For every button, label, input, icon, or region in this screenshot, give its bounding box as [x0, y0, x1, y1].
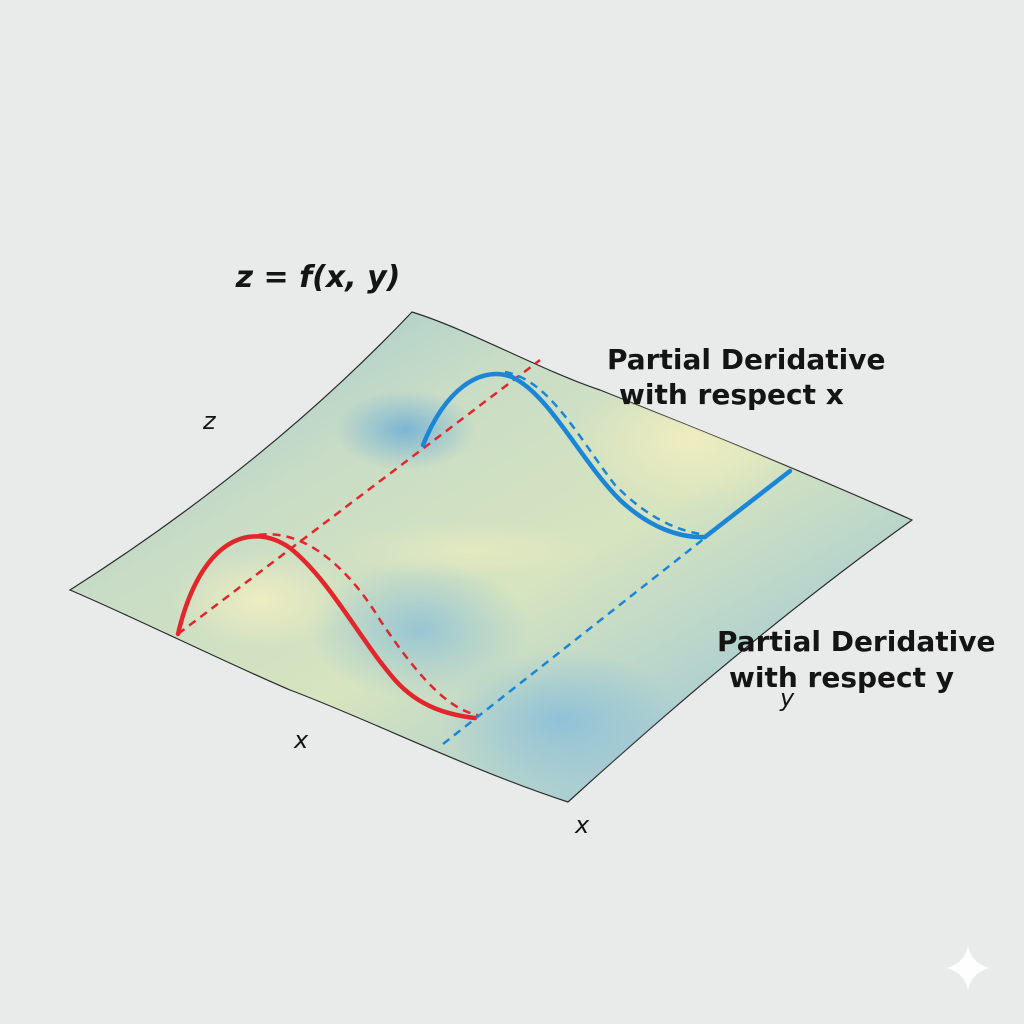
x-axis-label-bottom: x — [574, 811, 590, 839]
surface-shade — [440, 650, 680, 790]
partial-x-label-line1: Partial Deridative — [607, 343, 886, 376]
sparkle-icon — [946, 946, 990, 990]
surface — [68, 311, 914, 803]
blue-solid-edge — [702, 468, 793, 540]
partial-x-label-line2: with respect x — [619, 378, 844, 411]
surface-shade — [335, 390, 475, 470]
z-axis-label: z — [202, 407, 217, 435]
red-dashed-curve — [244, 533, 479, 717]
partial-x-trace — [175, 359, 541, 721]
x-axis-label-left: x — [293, 726, 309, 754]
blue-dashed-curve — [504, 370, 709, 537]
surface-shade — [310, 560, 530, 700]
blue-solid-curve — [420, 371, 708, 540]
y-axis-label: y — [779, 684, 795, 712]
partial-y-label-line2: with respect y — [729, 661, 954, 694]
red-dashed-guide — [177, 359, 541, 635]
red-solid-curve — [175, 534, 478, 721]
surface-title: z = f(x, y) — [235, 260, 401, 295]
surface-highlight — [170, 550, 350, 650]
partial-y-trace — [420, 370, 793, 745]
surface-highlight — [340, 520, 600, 580]
partial-y-label-line1: Partial Deridative — [717, 625, 996, 658]
